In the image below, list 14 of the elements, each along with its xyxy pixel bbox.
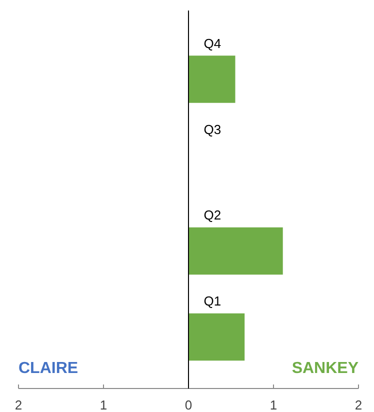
bar: [188, 56, 236, 103]
bar: [188, 313, 245, 361]
x-tick-label: 1: [270, 398, 278, 412]
y-tick-label: Q2: [204, 208, 222, 223]
x-tick-label: 1: [100, 398, 108, 412]
legend-label: CLAIRE: [18, 360, 78, 378]
bar: [188, 227, 283, 275]
y-tick-label: Q4: [204, 36, 222, 51]
y-tick-label: Q3: [204, 122, 222, 137]
text: SANKEY: [292, 360, 359, 378]
x-tick-label: 0: [184, 398, 192, 412]
x-tick-label: 2: [354, 398, 362, 412]
x-tick-label: 2: [14, 398, 22, 412]
y-tick-label: Q1: [204, 294, 222, 309]
